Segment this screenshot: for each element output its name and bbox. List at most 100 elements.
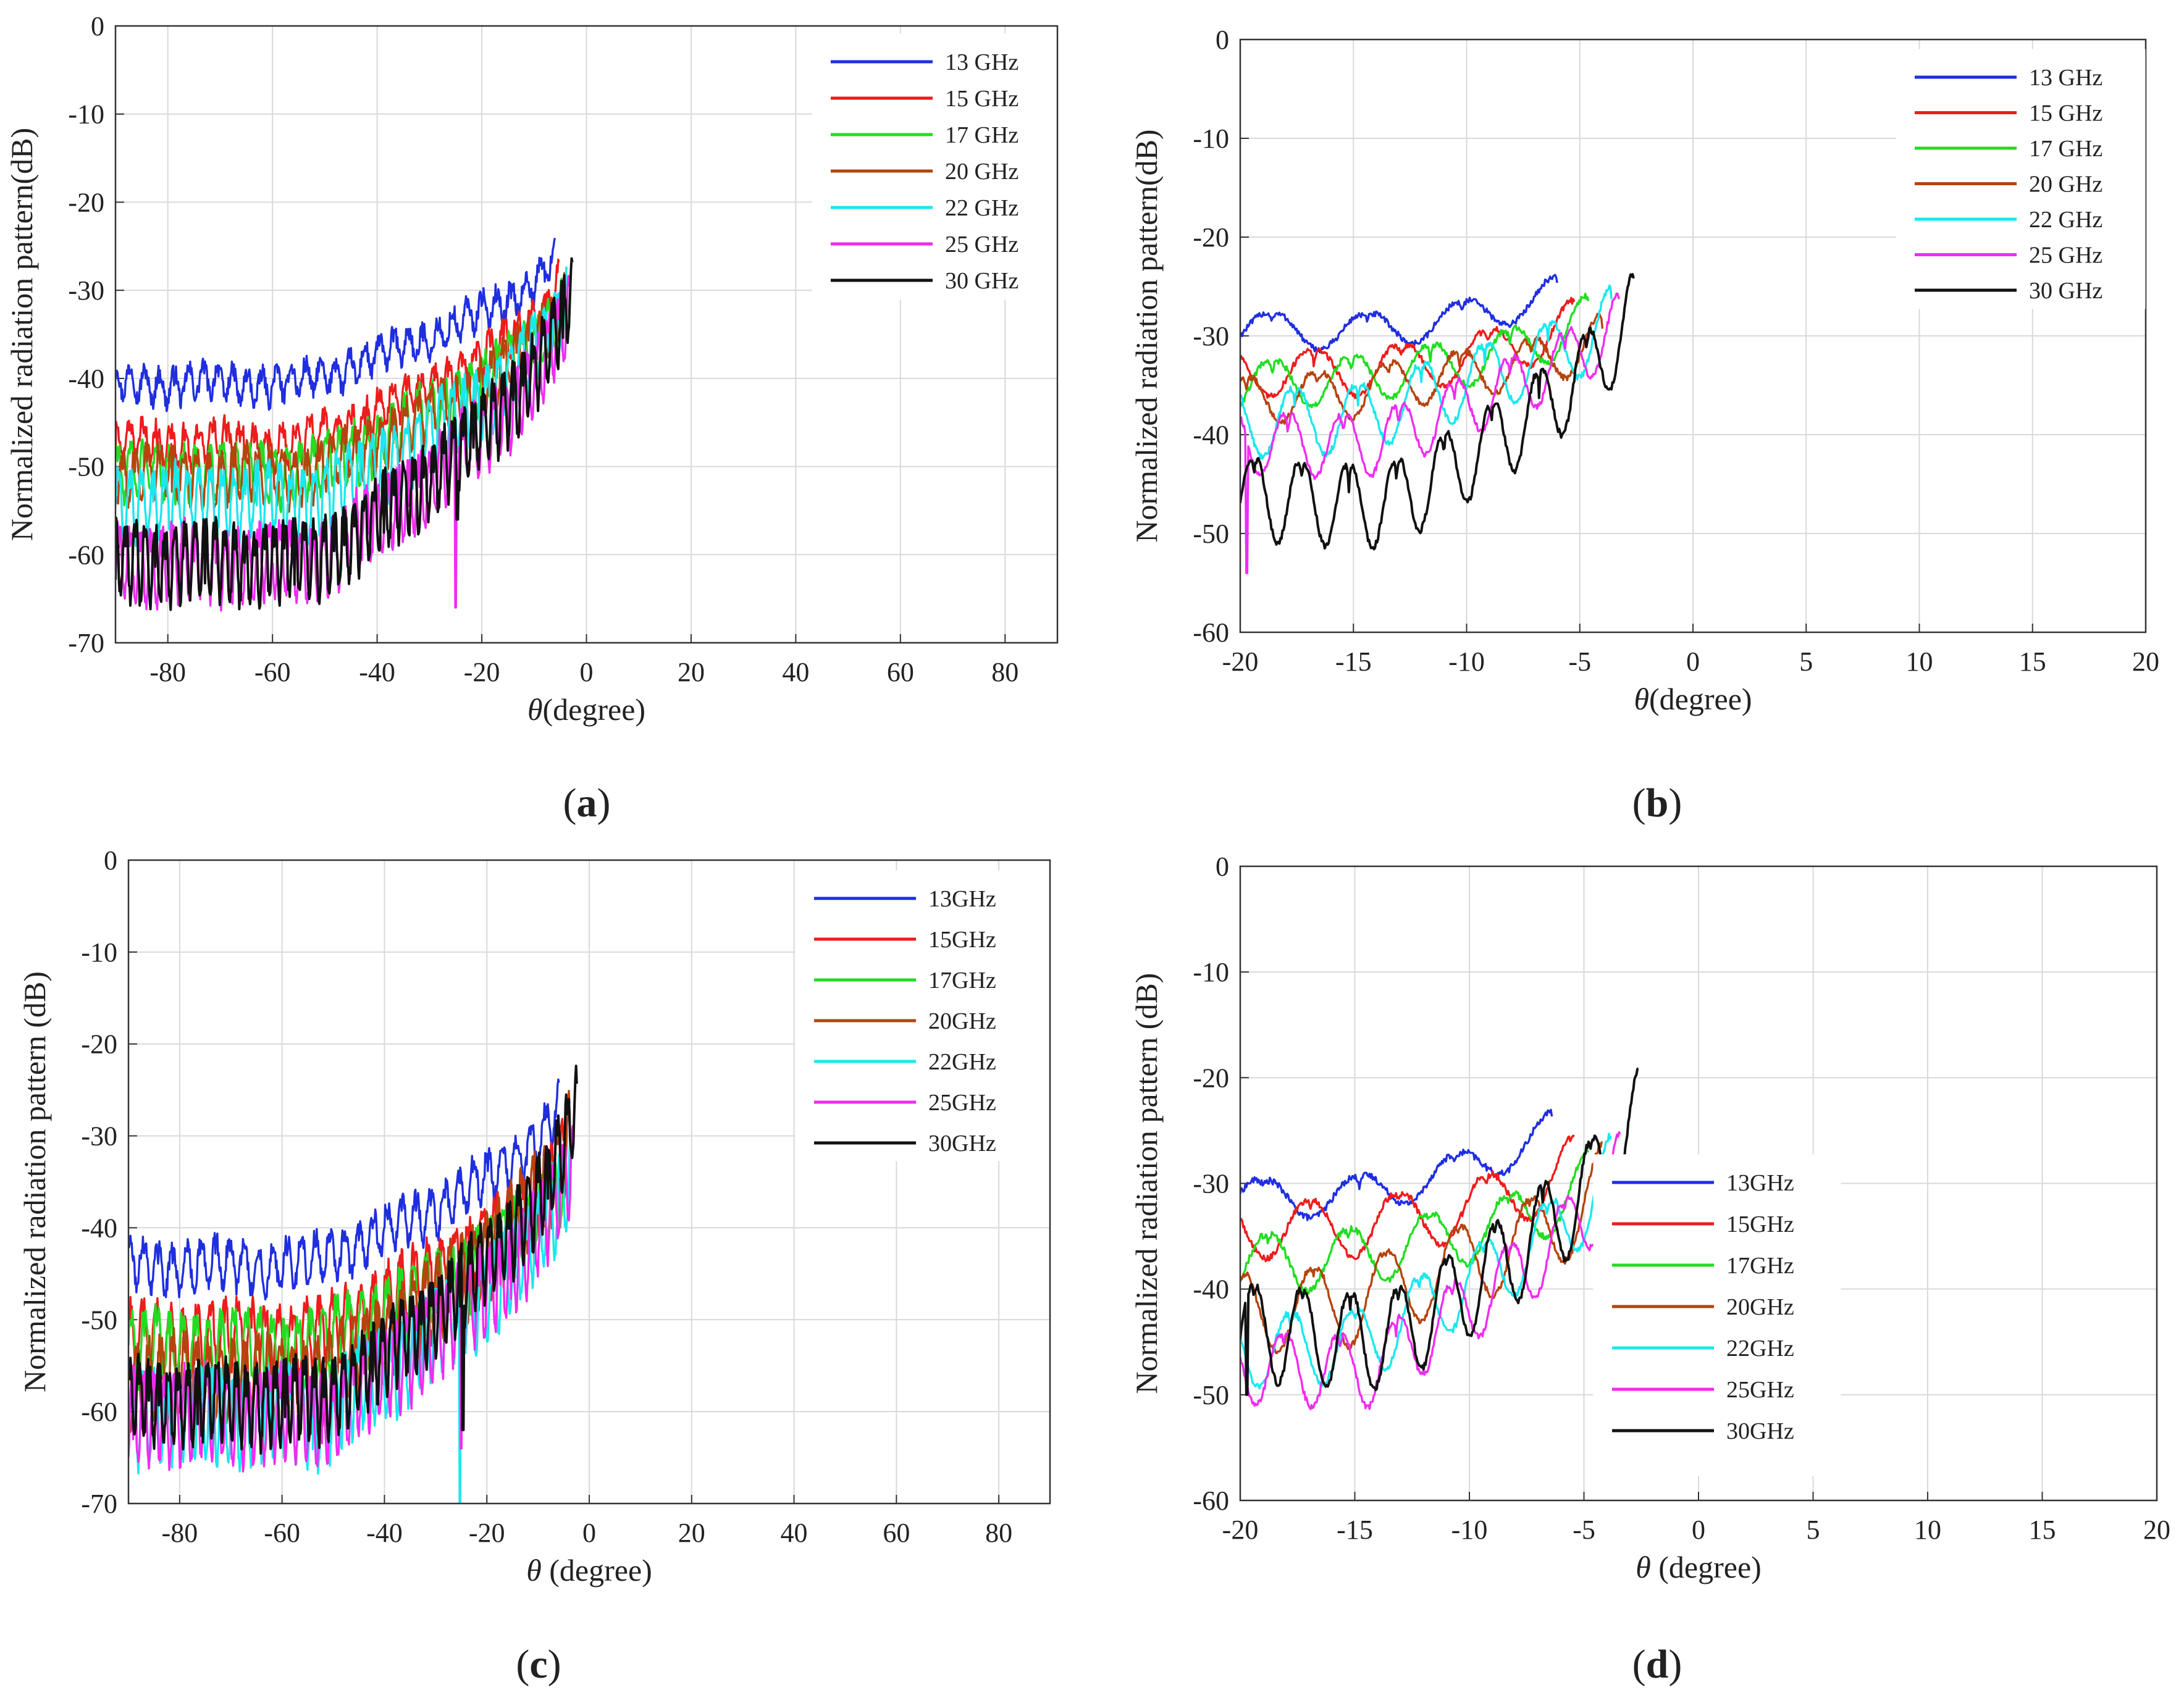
x-tick-label: 10 xyxy=(1906,646,1933,677)
y-axis-label: Normalized radiation pattern(dB) xyxy=(4,128,39,541)
legend-box xyxy=(812,33,1057,300)
x-axis-label-theta: θ xyxy=(1636,1550,1651,1584)
x-axis-label: θ(degree) xyxy=(527,692,645,727)
legend-label: 22 GHz xyxy=(945,195,1018,221)
series-line-30GHz xyxy=(1240,1067,1639,1396)
y-tick-label: -40 xyxy=(68,364,104,394)
x-tick-label: -5 xyxy=(1568,646,1591,677)
legend-label: 25 GHz xyxy=(2029,243,2102,269)
x-axis-label-text: (degree) xyxy=(1649,682,1752,716)
legend-label: 17GHz xyxy=(1726,1253,1794,1279)
legend-label: 13 GHz xyxy=(2029,65,2102,91)
y-tick-label: -50 xyxy=(1193,519,1229,549)
x-axis-label: θ (degree) xyxy=(526,1553,652,1588)
panel-label: (d) xyxy=(1632,1642,1682,1687)
series-line-25GHz xyxy=(1240,292,1621,574)
y-tick-label: 0 xyxy=(91,11,104,41)
legend-label: 22GHz xyxy=(1726,1336,1794,1362)
y-tick-label: -60 xyxy=(81,1397,117,1427)
legend-label: 20 GHz xyxy=(2029,172,2102,198)
y-tick-label: -10 xyxy=(81,937,117,968)
legend-label: 15GHz xyxy=(928,927,996,953)
x-tick-label: -80 xyxy=(162,1518,198,1548)
y-tick-label: -10 xyxy=(1193,957,1229,987)
legend-label: 17GHz xyxy=(928,968,996,994)
x-tick-label: 15 xyxy=(2019,646,2046,677)
legend: 13 GHz 15 GHz 17 GHz 20 GHz 22 GHz 25 GHz 30 G… xyxy=(1896,49,2146,309)
y-tick-label: -30 xyxy=(1193,1169,1229,1199)
y-tick-label: -40 xyxy=(81,1213,117,1243)
panel-label: (c) xyxy=(516,1642,561,1687)
legend-label: 30GHz xyxy=(928,1131,996,1157)
legend-label: 25GHz xyxy=(1726,1377,1794,1403)
x-tick-label: -5 xyxy=(1573,1515,1595,1545)
x-tick-label: 40 xyxy=(781,1518,808,1548)
legend-label: 20 GHz xyxy=(945,159,1018,185)
y-tick-label: -20 xyxy=(68,187,104,217)
y-axis-label: Normalized radiation pattern (dB) xyxy=(17,971,52,1392)
x-tick-label: -15 xyxy=(1337,1515,1373,1545)
chart-panel-c: -80 -60 -40 -20 0 20 40 60 80 0 -10 -20 -30 -40 -50 -60… xyxy=(17,845,1051,1687)
series-group xyxy=(1240,273,1635,574)
x-tick-label: 80 xyxy=(985,1518,1012,1548)
legend-label: 20GHz xyxy=(928,1008,996,1034)
x-axis-label-text: (degree) xyxy=(543,692,646,727)
legend-label: 30 GHz xyxy=(2029,278,2102,304)
chart-panel-a: -80 -60 -40 -20 0 20 40 60 80 0 -10 -20 -30 -40 -50 -60… xyxy=(4,11,1059,826)
chart-panel-b: -20 -15 -10 -5 0 5 10 15 200-10-20-30-40-50-6013… xyxy=(1129,25,2159,826)
x-tick-label: 20 xyxy=(678,657,705,687)
x-tick-label: -40 xyxy=(366,1518,403,1548)
x-tick-label: -10 xyxy=(1451,1515,1488,1545)
y-tick-label: -50 xyxy=(68,452,104,482)
legend-label: 15 GHz xyxy=(945,86,1018,112)
y-tick-label: 0 xyxy=(1216,851,1229,882)
legend-label: 25 GHz xyxy=(945,232,1018,257)
x-tick-label: 0 xyxy=(1686,646,1700,677)
y-tick-label: -50 xyxy=(81,1305,117,1335)
series-line-17GHz xyxy=(1240,1148,1590,1295)
axes-box xyxy=(1239,865,2158,1502)
legend-label: 25GHz xyxy=(928,1090,996,1116)
series-line-13GHz xyxy=(1240,1108,1553,1221)
x-axis-label: θ(degree) xyxy=(1634,682,1752,716)
series-group xyxy=(128,1065,578,1504)
x-axis-label-text: (degree) xyxy=(542,1553,652,1588)
legend-label: 13GHz xyxy=(928,886,996,912)
y-tick-label: 0 xyxy=(104,845,117,876)
x-tick-label: 60 xyxy=(883,1518,910,1548)
series-line-22GHz xyxy=(1240,1132,1612,1390)
series-line-30GHz xyxy=(116,257,574,611)
x-tick-label: 80 xyxy=(991,657,1018,687)
x-tick-label: -40 xyxy=(359,657,395,687)
legend-box xyxy=(1896,49,2146,309)
legend: 13GHz 15GHz 17GHz 20GHz 22GHz 25GHz 30GHz xyxy=(795,870,1049,1161)
y-tick-label: -30 xyxy=(1193,321,1229,351)
x-axis-label-theta: θ xyxy=(526,1553,542,1588)
y-tick-label: -20 xyxy=(81,1029,117,1060)
x-tick-label: -20 xyxy=(464,657,500,687)
x-tick-label: 0 xyxy=(582,1518,596,1548)
axes-box xyxy=(114,25,1059,644)
x-axis-label-text: (degree) xyxy=(1651,1550,1762,1584)
y-tick-label: -70 xyxy=(81,1489,117,1519)
y-tick-label: -20 xyxy=(1193,222,1229,253)
legend-label: 22GHz xyxy=(928,1049,996,1075)
x-axis-label-theta: θ xyxy=(1634,682,1649,716)
legend-label: 20GHz xyxy=(1726,1294,1794,1320)
panel-label: (b) xyxy=(1632,780,1682,826)
y-tick-label: -20 xyxy=(1193,1063,1229,1093)
x-tick-label: 20 xyxy=(2143,1515,2170,1545)
series-line-13GHz xyxy=(128,1078,560,1301)
x-tick-label: 5 xyxy=(1799,646,1813,677)
series-group xyxy=(116,238,574,612)
legend-label: 17 GHz xyxy=(2029,136,2102,162)
y-tick-label: -30 xyxy=(81,1121,117,1152)
x-tick-label: -60 xyxy=(254,657,291,687)
legend-label: 13GHz xyxy=(1726,1170,1794,1196)
legend-label: 15 GHz xyxy=(2029,101,2102,127)
y-axis-label: Normalized radiation pattern(dB) xyxy=(1129,129,1164,542)
legend-label: 17 GHz xyxy=(945,122,1018,148)
y-tick-label: -70 xyxy=(68,628,104,658)
x-tick-label: 5 xyxy=(1807,1515,1820,1545)
